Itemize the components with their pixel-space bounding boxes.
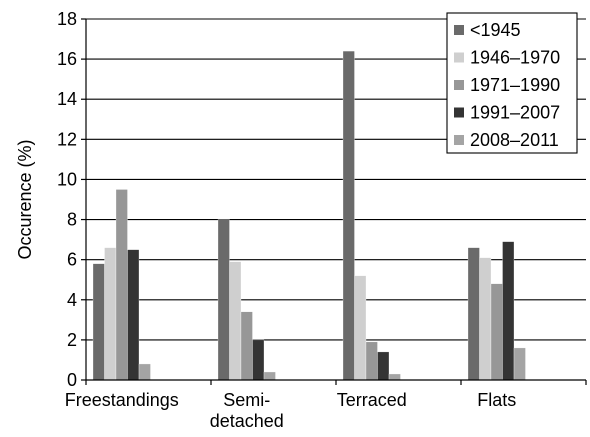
bar [127, 249, 140, 381]
bar [513, 347, 526, 381]
y-tick-label: 16 [57, 49, 77, 69]
bar [263, 371, 276, 381]
x-tick-label: Freestandings [65, 390, 179, 410]
x-tick-label: Flats [477, 390, 516, 410]
legend-label: 2008–2011 [470, 130, 559, 150]
y-tick-label: 8 [67, 210, 77, 230]
y-tick-label: 12 [57, 129, 77, 149]
legend-label: 1991–2007 [470, 103, 560, 123]
y-tick-label: 18 [57, 9, 77, 29]
bar [388, 373, 401, 381]
legend-swatch [454, 135, 464, 145]
legend-label: 1946–1970 [470, 48, 560, 68]
bar [217, 219, 230, 381]
bar [252, 339, 265, 381]
y-tick-label: 2 [67, 330, 77, 350]
x-tick-label: Semi-detached [210, 390, 284, 431]
legend-swatch [454, 52, 464, 63]
bar [377, 351, 390, 381]
x-tick-labels: Freestandings Semi-detached Terraced Flats [65, 390, 517, 431]
bar [104, 247, 117, 381]
bar [354, 275, 367, 381]
bar [115, 189, 128, 381]
bar [229, 261, 242, 381]
legend-swatch [454, 80, 464, 90]
bar [502, 241, 515, 381]
legend: <1945 1946–1970 1971–1990 1991–2007 2008–201… [446, 12, 578, 154]
y-tick-labels: 0 2 4 6 8 10 12 14 16 18 [57, 9, 77, 390]
bar [490, 283, 503, 381]
bar [479, 257, 492, 381]
y-tick-label: 0 [67, 370, 77, 390]
bar [240, 311, 253, 381]
bar [365, 341, 378, 381]
x-tick-label: Terraced [337, 390, 407, 410]
bar [92, 263, 105, 381]
y-tick-label: 4 [67, 290, 77, 310]
bar [467, 247, 480, 381]
legend-swatch [454, 107, 464, 118]
bar [342, 50, 355, 381]
legend-swatch [454, 25, 464, 35]
bars [92, 50, 526, 381]
axes [81, 18, 587, 385]
y-axis-title: Occurence (%) [15, 139, 35, 259]
legend-label: <1945 [470, 20, 521, 40]
y-tick-label: 14 [57, 89, 77, 109]
bar [138, 363, 151, 381]
y-tick-label: 6 [67, 250, 77, 270]
y-tick-label: 10 [57, 169, 77, 189]
gridlines [86, 18, 586, 341]
legend-label: 1971–1990 [470, 75, 560, 95]
legend-box [446, 12, 578, 154]
